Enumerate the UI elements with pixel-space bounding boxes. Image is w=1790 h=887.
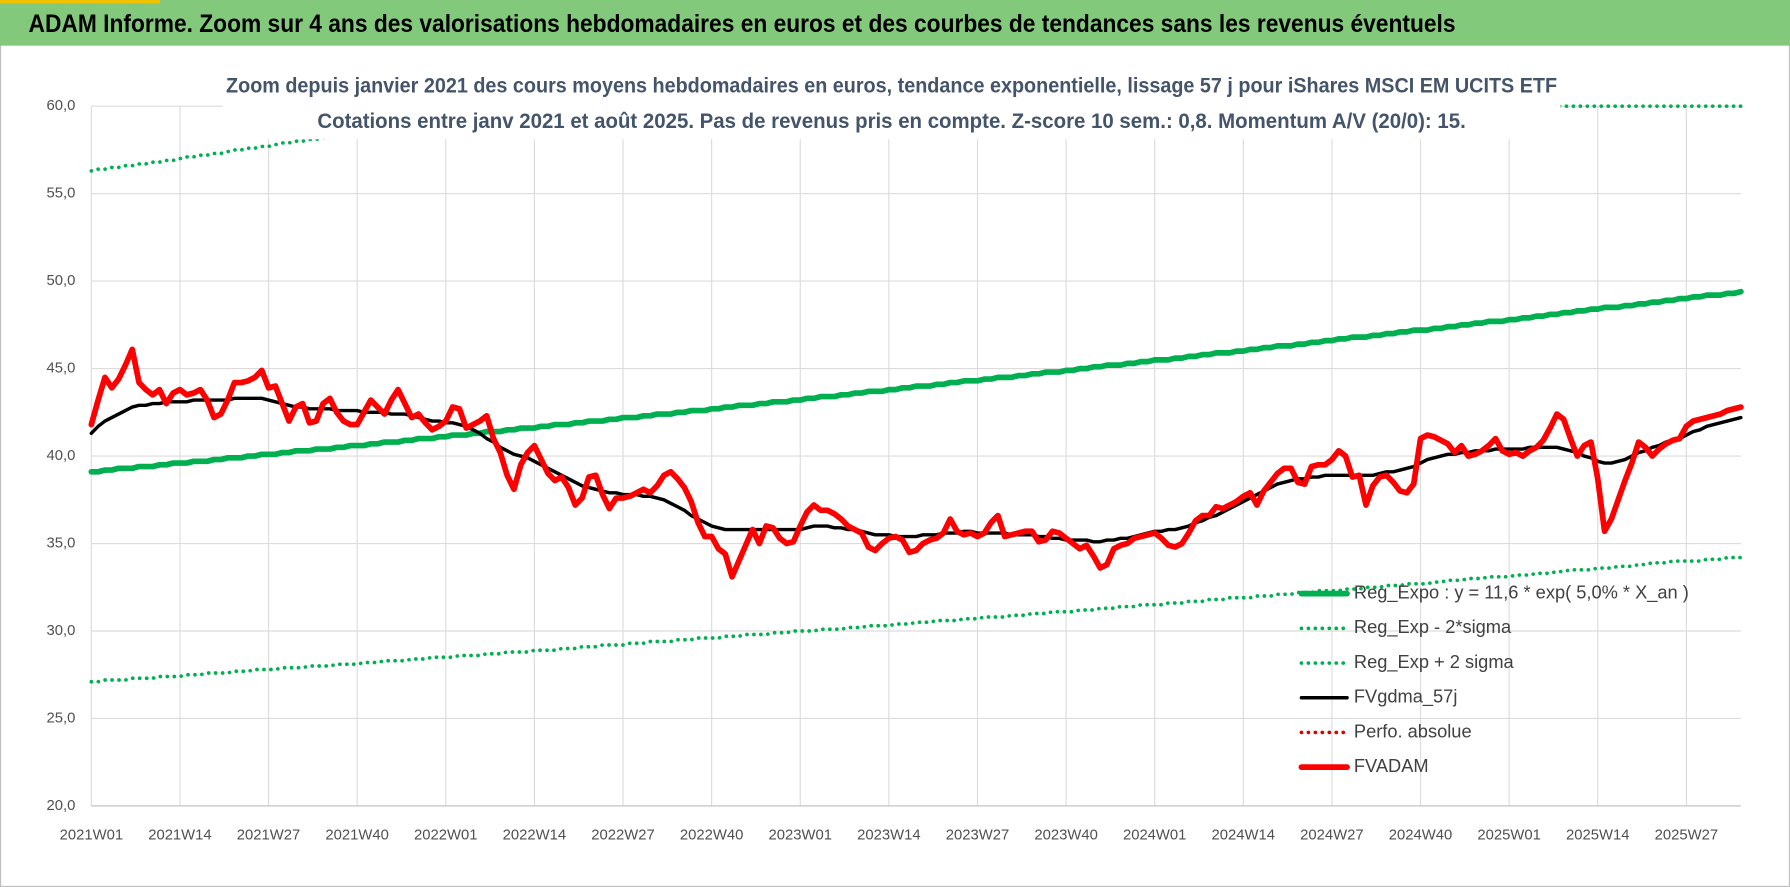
- y-tick-label: 30,0: [46, 623, 75, 639]
- legend: Reg_Expo : y = 11,6 * exp( 5,0% * X_an )…: [1298, 581, 1689, 776]
- x-tick-label: 2021W40: [325, 828, 388, 844]
- legend-label: FVADAM: [1354, 755, 1429, 776]
- x-tick-label: 2021W01: [60, 828, 123, 844]
- y-tick-label: 35,0: [46, 535, 75, 551]
- series-line: [88, 288, 1744, 475]
- subtitle-line: Cotations entre janv 2021 et août 2025. …: [317, 108, 1465, 133]
- y-tick-label: 25,0: [46, 710, 75, 726]
- y-tick-label: 50,0: [46, 273, 75, 289]
- x-tick-label: 2021W14: [148, 828, 211, 844]
- plot-area: 20,0 25,0 30,0 35,0 40,0 45,0 50,0 55,0 60,0 2021…: [46, 98, 1744, 844]
- x-tick-label: 2022W01: [414, 828, 477, 844]
- legend-label: Reg_Exp - 2*sigma: [1354, 616, 1512, 638]
- x-tick-label: 2025W27: [1655, 828, 1718, 844]
- x-tick-label: 2024W01: [1123, 828, 1186, 844]
- y-tick-label: 20,0: [46, 798, 75, 814]
- y-tick-label: 60,0: [46, 98, 75, 114]
- subtitle-line: Zoom depuis janvier 2021 des cours moyen…: [226, 72, 1557, 97]
- subtitle-background: [222, 68, 1561, 140]
- y-tick-label: 45,0: [46, 361, 75, 377]
- x-tick-label: 2021W27: [237, 828, 300, 844]
- header-accent: [0, 0, 160, 4]
- legend-label: Reg_Expo : y = 11,6 * exp( 5,0% * X_an ): [1354, 581, 1689, 603]
- x-tick-label: 2023W14: [857, 828, 920, 844]
- x-tick-label: 2023W40: [1034, 828, 1097, 844]
- x-tick-label: 2024W40: [1389, 828, 1452, 844]
- x-tick-label: 2024W27: [1300, 828, 1363, 844]
- series-line: [89, 555, 1743, 684]
- legend-label: Reg_Exp + 2 sigma: [1354, 651, 1515, 673]
- x-tick-label: 2025W14: [1566, 828, 1629, 844]
- x-tick-label: 2022W14: [503, 828, 566, 844]
- x-tick-label: 2025W01: [1477, 828, 1540, 844]
- y-tick-label: 40,0: [46, 448, 75, 464]
- y-tick-label: 55,0: [46, 186, 75, 202]
- legend-label: FVgdma_57j: [1354, 686, 1457, 708]
- x-tick-label: 2022W40: [680, 828, 743, 844]
- x-tick-label: 2024W14: [1212, 828, 1275, 844]
- legend-label: Perfo. absolue: [1354, 720, 1472, 741]
- x-tick-label: 2023W01: [768, 828, 831, 844]
- x-tick-label: 2023W27: [946, 828, 1009, 844]
- header-bar: [0, 0, 1790, 46]
- series-line: [88, 346, 1744, 580]
- x-tick-label: 2022W27: [591, 828, 654, 844]
- header-title: ADAM Informe. Zoom sur 4 ans des valoris…: [29, 10, 1456, 38]
